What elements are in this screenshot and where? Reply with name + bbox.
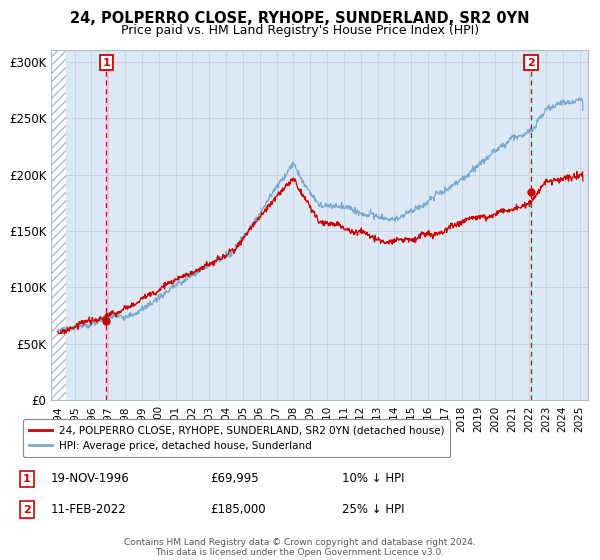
Text: 1: 1 <box>103 58 110 68</box>
Text: 24, POLPERRO CLOSE, RYHOPE, SUNDERLAND, SR2 0YN: 24, POLPERRO CLOSE, RYHOPE, SUNDERLAND, … <box>70 11 530 26</box>
Text: 11-FEB-2022: 11-FEB-2022 <box>51 503 127 516</box>
Text: 10% ↓ HPI: 10% ↓ HPI <box>342 472 404 486</box>
Text: 2: 2 <box>527 58 535 68</box>
Text: 1: 1 <box>23 474 31 484</box>
Text: 19-NOV-1996: 19-NOV-1996 <box>51 472 130 486</box>
Text: Contains HM Land Registry data © Crown copyright and database right 2024.
This d: Contains HM Land Registry data © Crown c… <box>124 538 476 557</box>
Legend: 24, POLPERRO CLOSE, RYHOPE, SUNDERLAND, SR2 0YN (detached house), HPI: Average p: 24, POLPERRO CLOSE, RYHOPE, SUNDERLAND, … <box>23 419 451 457</box>
Text: £185,000: £185,000 <box>210 503 266 516</box>
Text: £69,995: £69,995 <box>210 472 259 486</box>
Text: Price paid vs. HM Land Registry's House Price Index (HPI): Price paid vs. HM Land Registry's House … <box>121 24 479 36</box>
Text: 25% ↓ HPI: 25% ↓ HPI <box>342 503 404 516</box>
Text: 2: 2 <box>23 505 31 515</box>
Bar <box>51 50 66 400</box>
